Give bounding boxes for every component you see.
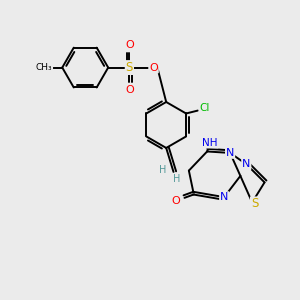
Text: N: N xyxy=(220,192,228,202)
Text: O: O xyxy=(125,85,134,95)
Text: Cl: Cl xyxy=(200,103,210,112)
Text: S: S xyxy=(126,61,133,74)
Text: N: N xyxy=(226,148,234,158)
Text: NH: NH xyxy=(202,138,218,148)
Text: O: O xyxy=(125,40,134,50)
Text: O: O xyxy=(172,196,181,206)
Text: H: H xyxy=(173,174,180,184)
Text: O: O xyxy=(149,63,158,73)
Text: N: N xyxy=(242,159,250,169)
Text: H: H xyxy=(159,165,166,175)
Text: CH₃: CH₃ xyxy=(36,63,52,72)
Text: S: S xyxy=(251,197,258,210)
